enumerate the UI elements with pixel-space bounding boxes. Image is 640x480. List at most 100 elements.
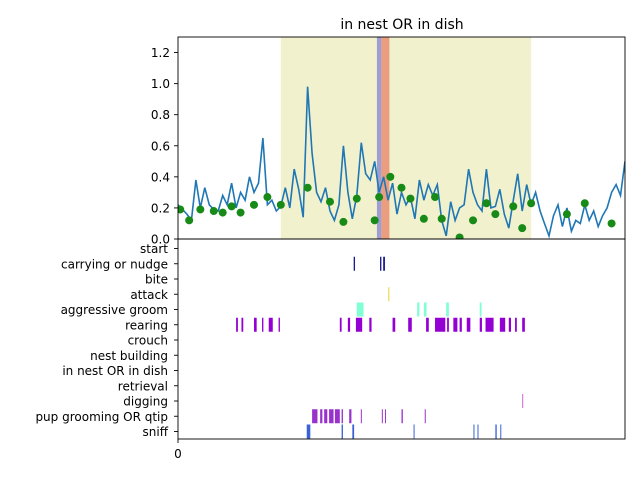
marker-point [419,214,428,223]
marker-point [431,193,440,202]
marker-point [276,200,285,209]
marker-point [263,193,272,202]
category-label: in nest OR in dish [62,364,168,378]
marker-point [185,216,194,225]
event-bar [341,409,343,424]
marker-point [580,199,589,208]
event-bar [241,317,244,332]
series-line [178,86,625,239]
y-tick-label: 1.2 [151,46,170,60]
category-label: pup grooming OR qtip [35,410,168,424]
category-label: rearing [125,318,168,332]
y-tick-label: 0.6 [151,139,170,153]
marker-point [352,194,361,203]
event-bar [383,256,385,271]
event-bar [413,424,415,439]
marker-point [406,194,415,203]
marker-point [491,210,500,219]
category-label: digging [123,395,168,409]
category-label: carrying or nudge [61,257,168,271]
event-bar [499,317,506,332]
event-bar [435,317,446,332]
event-bar [423,302,427,317]
event-bar [508,317,512,332]
highlight-spans [280,37,532,239]
event-bar [312,409,318,424]
event-bar [355,317,363,332]
category-label: nest building [90,349,168,363]
event-bar [380,256,382,271]
marker-point [227,202,236,211]
y-tick-label: 1.0 [151,77,170,91]
event-bar [466,317,471,332]
event-bar [349,409,352,424]
marker-point [386,172,395,181]
marker-point [437,214,446,223]
top-line-plot: 0.0 0.2 0.4 0.6 0.8 1.0 1.2 [151,36,626,247]
event-bar [522,317,525,332]
event-bar [417,302,420,317]
marker-point [375,193,384,202]
chart-title: in nest OR in dish [340,17,463,33]
event-bar [453,317,458,332]
y-axis-ticks: 0.0 0.2 0.4 0.6 0.8 1.0 1.2 [151,46,178,247]
event-bar [392,317,396,332]
category-label: start [140,242,168,256]
y-tick-label: 0.8 [151,108,170,122]
category-label: aggressive groom [61,303,168,317]
event-bar [320,409,323,424]
bottom-axes-frame [177,238,626,440]
marker-point [562,210,571,219]
marker-point [482,199,491,208]
marker-point [303,183,312,192]
marker-point [196,205,205,214]
marker-point [455,233,464,239]
event-bar [369,317,372,332]
highlight-span-0 [280,37,532,239]
highlight-span-1 [376,37,382,239]
category-label: retrieval [118,379,168,393]
y-tick-label: 0.2 [151,201,170,215]
marker-point [397,183,406,192]
event-bar [341,424,343,439]
event-bar [459,317,462,332]
event-bar [401,409,403,424]
event-bar [426,317,429,332]
event-bar [473,424,475,439]
marker-point [607,219,616,228]
event-bar [352,424,355,439]
marker-point [527,199,536,208]
marker-point [469,216,478,225]
event-bar [446,302,449,317]
event-bar [356,302,364,317]
event-bar [236,317,238,332]
category-label: attack [130,288,168,302]
event-bar [522,394,524,408]
event-bar [324,409,328,424]
x-tick-label: 0 [174,447,182,461]
event-bar [447,317,449,332]
marker-point [325,197,334,206]
event-bar [388,287,390,302]
x-axis-ticks: 0 [174,439,182,461]
event-bar [334,409,340,424]
event-bar [253,317,257,332]
marker-point [236,208,245,217]
event-bars [236,256,525,439]
marker-point [370,216,379,225]
event-bar [485,317,494,332]
y-tick-label: 0.0 [151,233,170,247]
category-label: crouch [128,334,168,348]
marker-point [249,200,258,209]
category-label: bite [145,273,168,287]
y-tick-label: 0.4 [151,170,170,184]
highlight-span-2 [381,37,390,239]
event-bar [384,409,386,424]
event-bar [360,409,362,424]
category-label: sniff [143,425,169,439]
event-bar [477,424,479,439]
marker-point [518,224,527,233]
event-bar [353,256,356,271]
